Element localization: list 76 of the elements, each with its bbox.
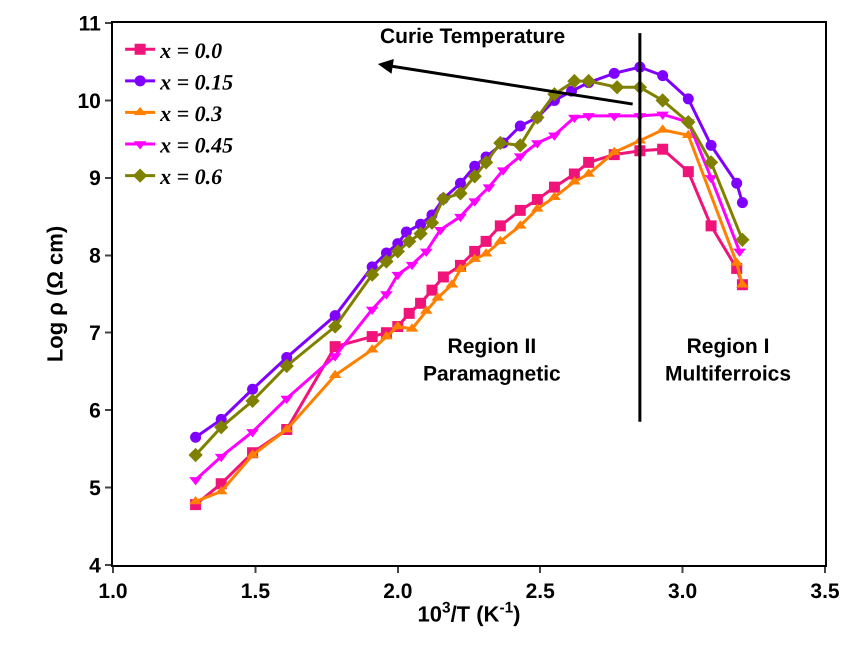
point <box>657 70 668 82</box>
point <box>514 204 526 216</box>
point <box>328 319 342 334</box>
point <box>424 216 440 230</box>
point <box>415 298 426 309</box>
annotation: Region II Paramagnetic <box>423 335 562 386</box>
point <box>731 178 742 189</box>
point <box>656 93 670 108</box>
point <box>188 448 203 462</box>
point <box>214 420 228 434</box>
y-tick-label: 9 <box>89 167 101 190</box>
point <box>247 384 258 395</box>
legend-label: x = 0.6 <box>159 164 222 190</box>
x-tick-label: 1.0 <box>98 580 128 604</box>
point <box>402 234 416 248</box>
point <box>400 226 412 238</box>
point <box>682 166 694 178</box>
point <box>330 341 341 352</box>
point <box>469 246 480 257</box>
point <box>736 197 748 208</box>
x-tick-label: 2.0 <box>383 580 412 604</box>
point <box>469 160 480 172</box>
point <box>682 93 694 104</box>
point <box>583 156 594 168</box>
point <box>681 114 696 130</box>
point <box>190 432 202 443</box>
point <box>245 394 260 408</box>
point <box>548 182 560 193</box>
x-axis-title: 10$^{3}$/T (K$^{-1}$) <box>418 599 520 627</box>
point <box>404 308 415 319</box>
point <box>657 144 668 155</box>
point <box>365 267 380 282</box>
y-tick-label: 4 <box>89 554 102 578</box>
y-tick-label: 7 <box>89 322 101 346</box>
point <box>468 169 482 184</box>
point <box>567 74 582 88</box>
y-tick-label: 10 <box>77 90 101 113</box>
point <box>280 358 294 374</box>
y-axis-title: Log ρ (Ω cm) <box>42 226 68 362</box>
legend-label: x = 0.3 <box>159 101 222 126</box>
y-tick-label: 11 <box>78 12 102 36</box>
point <box>379 254 394 269</box>
point <box>493 136 508 150</box>
point <box>366 331 378 342</box>
point <box>513 138 528 152</box>
point <box>453 186 468 200</box>
annotation: Region I Multiferroics <box>665 335 792 386</box>
point <box>438 271 449 282</box>
point <box>480 236 492 247</box>
point <box>478 155 494 170</box>
point <box>735 232 750 247</box>
point <box>608 68 620 79</box>
x-tick-label: 2.5 <box>526 580 556 604</box>
x-tick-label: 3.0 <box>668 580 698 604</box>
annotation: Curie Temperature <box>380 25 566 48</box>
point <box>704 155 718 170</box>
legend-label: x = 0.45 <box>159 132 234 158</box>
point <box>390 244 405 259</box>
point <box>454 178 466 189</box>
point <box>532 194 543 206</box>
point <box>494 220 506 232</box>
point <box>706 220 717 232</box>
point <box>426 284 438 296</box>
y-tick-label: 8 <box>89 244 102 268</box>
legend-label: x = 0.15 <box>159 69 234 94</box>
x-tick-label: 1.5 <box>240 580 270 604</box>
point <box>514 120 526 132</box>
point <box>706 140 717 151</box>
point <box>610 80 624 94</box>
x-tick-label: 3.5 <box>810 580 840 604</box>
legend-label: x = 0.0 <box>159 38 222 63</box>
point <box>581 74 596 88</box>
y-tick-label: 5 <box>89 476 102 500</box>
point <box>330 310 341 322</box>
point <box>413 226 428 241</box>
y-tick-label: 6 <box>89 399 101 422</box>
